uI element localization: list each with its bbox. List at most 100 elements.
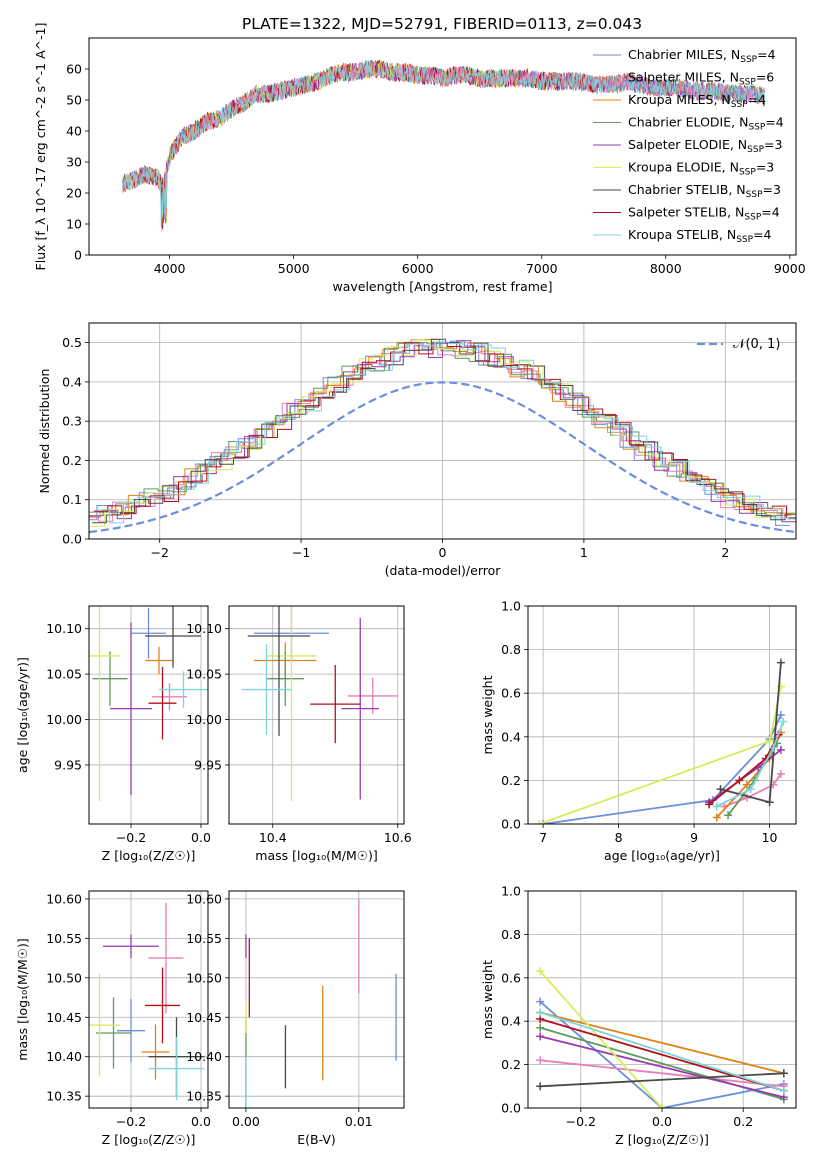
weight-marker [776,711,785,719]
panels: 4000 5000 6000 7000 8000 90000102030405060wav… [15,23,806,1147]
panel-weight-vs-Z: −0.2 0.0 0.2 0.0 0.2 0.4 0.6 0.8 1.0 Z [log₁₀(Z/Z… [480,884,797,1147]
weight-line [539,1011,785,1092]
legend-label: Chabrier STELIB, NSSP=3 [628,182,781,200]
weight-marker [535,820,544,824]
x-tick-label: −0.2 [566,1114,596,1129]
y-tick-label: 0.4 [501,1014,521,1029]
y-tick-label: 10.00 [186,712,222,727]
histogram-step [90,339,796,527]
y-tick-label: 40 [66,124,82,139]
weight-marker [712,802,721,811]
y-tick-label: 50 [66,93,82,108]
y-tick-label: 0.0 [501,1101,521,1116]
legend-label: Chabrier MILES, NSSP=4 [628,47,776,65]
y-tick-label: 10.45 [186,1010,222,1025]
y-tick-label: 10.05 [46,667,82,682]
spectrum-line [122,60,766,231]
x-tick-label: 10 [762,830,778,845]
y-tick-label: 0.8 [501,642,521,657]
y-axis-label: mass weight [480,960,495,1039]
weight-marker [746,785,755,794]
y-tick-label: 20 [66,186,82,201]
panel-mass-vs-ebv: 0.00 0.01 10.35 10.40 10.45 10.50 10.55 10.60 E(… [186,890,405,1147]
legend-label: Kroupa STELIB, NSSP=4 [628,227,772,245]
weight-line [542,714,782,824]
weight-line [539,1011,785,1075]
x-tick-label: 6000 [402,261,434,276]
y-tick-label: 0.6 [501,686,521,701]
y-tick-label: 0.4 [62,374,82,389]
axes-frame [88,890,209,1109]
weight-marker [536,997,545,1006]
y-tick-label: 10.40 [46,1049,82,1064]
x-tick-label: 0.0 [652,1114,672,1129]
plot-area [536,967,788,1108]
y-tick-label: 60 [66,62,82,77]
y-tick-label: 10.35 [186,1089,222,1104]
legend-label: Chabrier ELODIE, NSSP=4 [628,115,784,133]
weight-marker [536,1032,545,1041]
y-tick-label: 9.95 [194,757,222,772]
y-axis-label: mass weight [480,675,495,754]
weight-marker [735,776,744,785]
x-tick-label: 8 [615,830,623,845]
x-axis-label: wavelength [Angstrom, rest frame] [332,279,552,294]
legend-label: 𝒩(0, 1) [733,337,780,352]
panel-mass-vs-Z: −0.2 0.0 10.35 10.40 10.45 10.50 10.55 10.60 Z [… [15,890,211,1147]
x-tick-label: 5000 [278,261,310,276]
y-tick-label: 0.2 [501,773,521,788]
x-tick-label: −0.2 [116,1114,146,1129]
x-tick-label: 2 [721,545,729,560]
x-tick-label: 9 [690,830,698,845]
legend: Chabrier MILES, NSSP=4 Salpeter MILES, NS… [593,47,784,245]
x-tick-label: 7 [539,830,547,845]
panel-residuals: −2 −1 0 1 2 0.0 0.1 0.2 0.3 0.4 0.5 (data-model)/er… [37,322,797,578]
weight-marker [765,737,774,746]
weight-line [539,1018,785,1092]
weight-marker [769,743,778,752]
x-tick-label: 9000 [774,261,806,276]
weight-marker [536,1056,545,1065]
axes-frame [228,605,405,825]
weight-line [723,773,782,808]
weight-marker [705,800,714,809]
y-tick-label: 0.5 [62,335,82,350]
x-tick-label: 0.2 [733,1114,753,1129]
axes-frame [88,37,797,256]
y-tick-label: 10.05 [186,667,222,682]
weight-marker [742,793,751,802]
weight-marker [712,813,721,822]
y-tick-label: 0.1 [62,492,82,507]
x-tick-label: 7000 [526,261,558,276]
y-tick-label: 0.0 [62,532,82,547]
y-tick-label: 1.0 [501,884,521,899]
panel-age-vs-mass: 10.4 10.6 9.95 10.00 10.05 10.10 mass [log₁₀(M… [186,605,412,863]
plot-area [535,658,788,824]
weight-line [716,721,785,808]
weight-line [539,970,663,1108]
y-tick-label: 10.60 [46,891,82,906]
x-tick-label: 10.4 [259,830,287,845]
x-tick-label: 0.01 [345,1114,373,1129]
x-axis-label: Z [log₁₀(Z/Z☉)] [102,1132,196,1147]
y-tick-label: 1.0 [501,599,521,614]
y-tick-label: 0.4 [501,729,521,744]
y-axis-label: Normed distribution [37,369,52,494]
weight-line [539,1001,784,1108]
histogram-step [89,343,792,522]
weight-marker [776,769,785,778]
y-tick-label: 0.8 [501,927,521,942]
normal-reference-curve [89,381,796,534]
weight-line [539,1035,785,1099]
x-axis-label: (data-model)/error [385,563,502,578]
panel-weight-vs-age: 7 8 9 10 0.0 0.2 0.4 0.6 0.8 1.0 age [log₁₀(age/yr… [480,599,797,863]
plot-area [241,606,398,802]
y-tick-label: 10.10 [46,621,82,636]
weight-marker [779,717,788,726]
legend-label: Salpeter MILES, NSSP=6 [628,70,774,88]
y-axis-label: mass [log₁₀(M/M☉)] [15,938,30,1060]
y-tick-label: 10.40 [186,1049,222,1064]
y-tick-label: 10.45 [46,1010,82,1025]
weight-marker [779,1069,788,1078]
